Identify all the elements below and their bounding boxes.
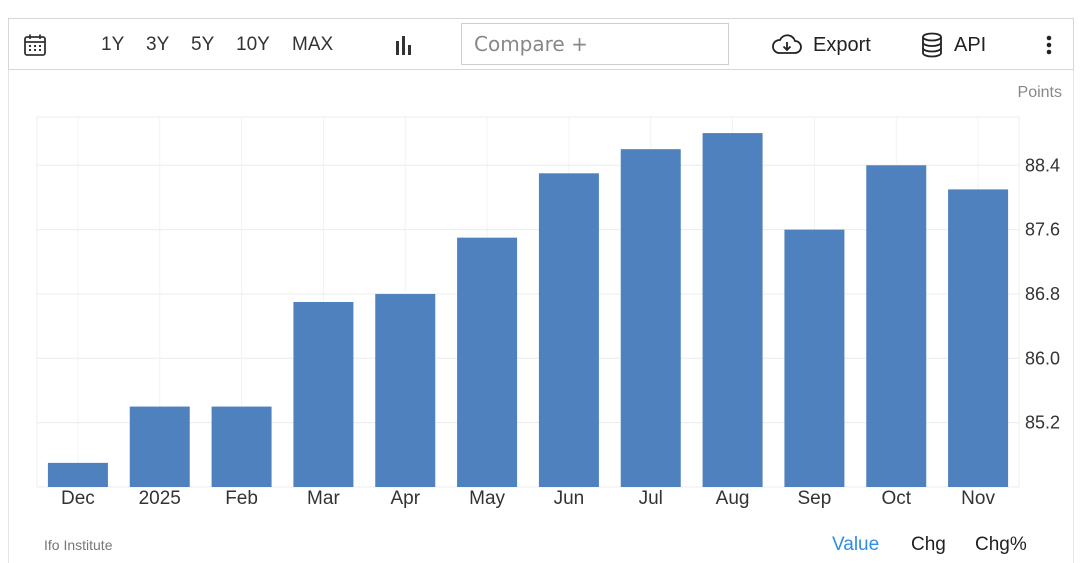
y-axis-unit-label: Points — [1017, 84, 1062, 101]
bar-aug[interactable] — [702, 133, 763, 487]
api-label: API — [954, 33, 987, 56]
y-tick-label: 85.2 — [1025, 413, 1060, 433]
x-tick-label: Sep — [798, 488, 832, 509]
range-10y-button[interactable]: 10Y — [236, 34, 270, 55]
y-tick-label: 88.4 — [1025, 155, 1060, 175]
chart-type-bar-icon[interactable] — [393, 33, 415, 57]
bar-mar[interactable] — [293, 302, 354, 487]
chart-panel — [8, 70, 1074, 563]
compare-input[interactable] — [461, 23, 729, 65]
bar-jun[interactable] — [538, 173, 599, 487]
source-label: Ifo Institute — [44, 537, 113, 553]
database-icon — [922, 32, 942, 58]
export-label: Export — [813, 33, 871, 56]
range-3y-button[interactable]: 3Y — [146, 34, 170, 55]
bar-jul[interactable] — [620, 149, 681, 487]
tab-chg-pct[interactable]: Chg% — [975, 534, 1027, 555]
x-tick-label: 2025 — [139, 488, 181, 509]
bar-may[interactable] — [457, 237, 518, 487]
x-tick-label: Jul — [639, 488, 663, 509]
bar-dec[interactable] — [47, 462, 108, 487]
bar-oct[interactable] — [866, 165, 927, 487]
x-tick-label: Dec — [61, 488, 95, 509]
range-1y-button[interactable]: 1Y — [101, 34, 125, 55]
range-max-button[interactable]: MAX — [292, 34, 334, 55]
x-tick-label: Aug — [716, 488, 750, 509]
x-tick-label: Nov — [961, 488, 995, 509]
bar-feb[interactable] — [211, 406, 272, 487]
bar-2025[interactable] — [129, 406, 190, 487]
more-options-icon[interactable] — [1041, 33, 1057, 57]
bar-sep[interactable] — [784, 229, 845, 487]
y-tick-label: 86.8 — [1025, 284, 1060, 304]
calendar-icon[interactable] — [23, 33, 47, 57]
x-tick-label: Jun — [554, 488, 585, 509]
tab-value[interactable]: Value — [832, 534, 880, 555]
x-tick-label: May — [469, 488, 505, 509]
export-button[interactable]: Export — [771, 31, 871, 59]
api-button[interactable]: API — [920, 31, 986, 59]
y-tick-label: 86.0 — [1025, 348, 1060, 368]
y-tick-label: 87.6 — [1025, 220, 1060, 240]
bar-nov[interactable] — [948, 189, 1009, 488]
range-5y-button[interactable]: 5Y — [191, 34, 215, 55]
cloud-download-icon — [772, 34, 802, 54]
x-tick-label: Feb — [225, 488, 258, 509]
x-tick-label: Oct — [881, 488, 911, 509]
plot-area — [36, 116, 1020, 488]
x-tick-label: Mar — [307, 488, 340, 509]
tab-chg[interactable]: Chg — [911, 534, 946, 555]
bar-apr[interactable] — [375, 293, 436, 487]
chart-toolbar: 1Y 3Y 5Y 10Y MAX Export API — [8, 18, 1074, 70]
x-tick-label: Apr — [390, 488, 420, 509]
